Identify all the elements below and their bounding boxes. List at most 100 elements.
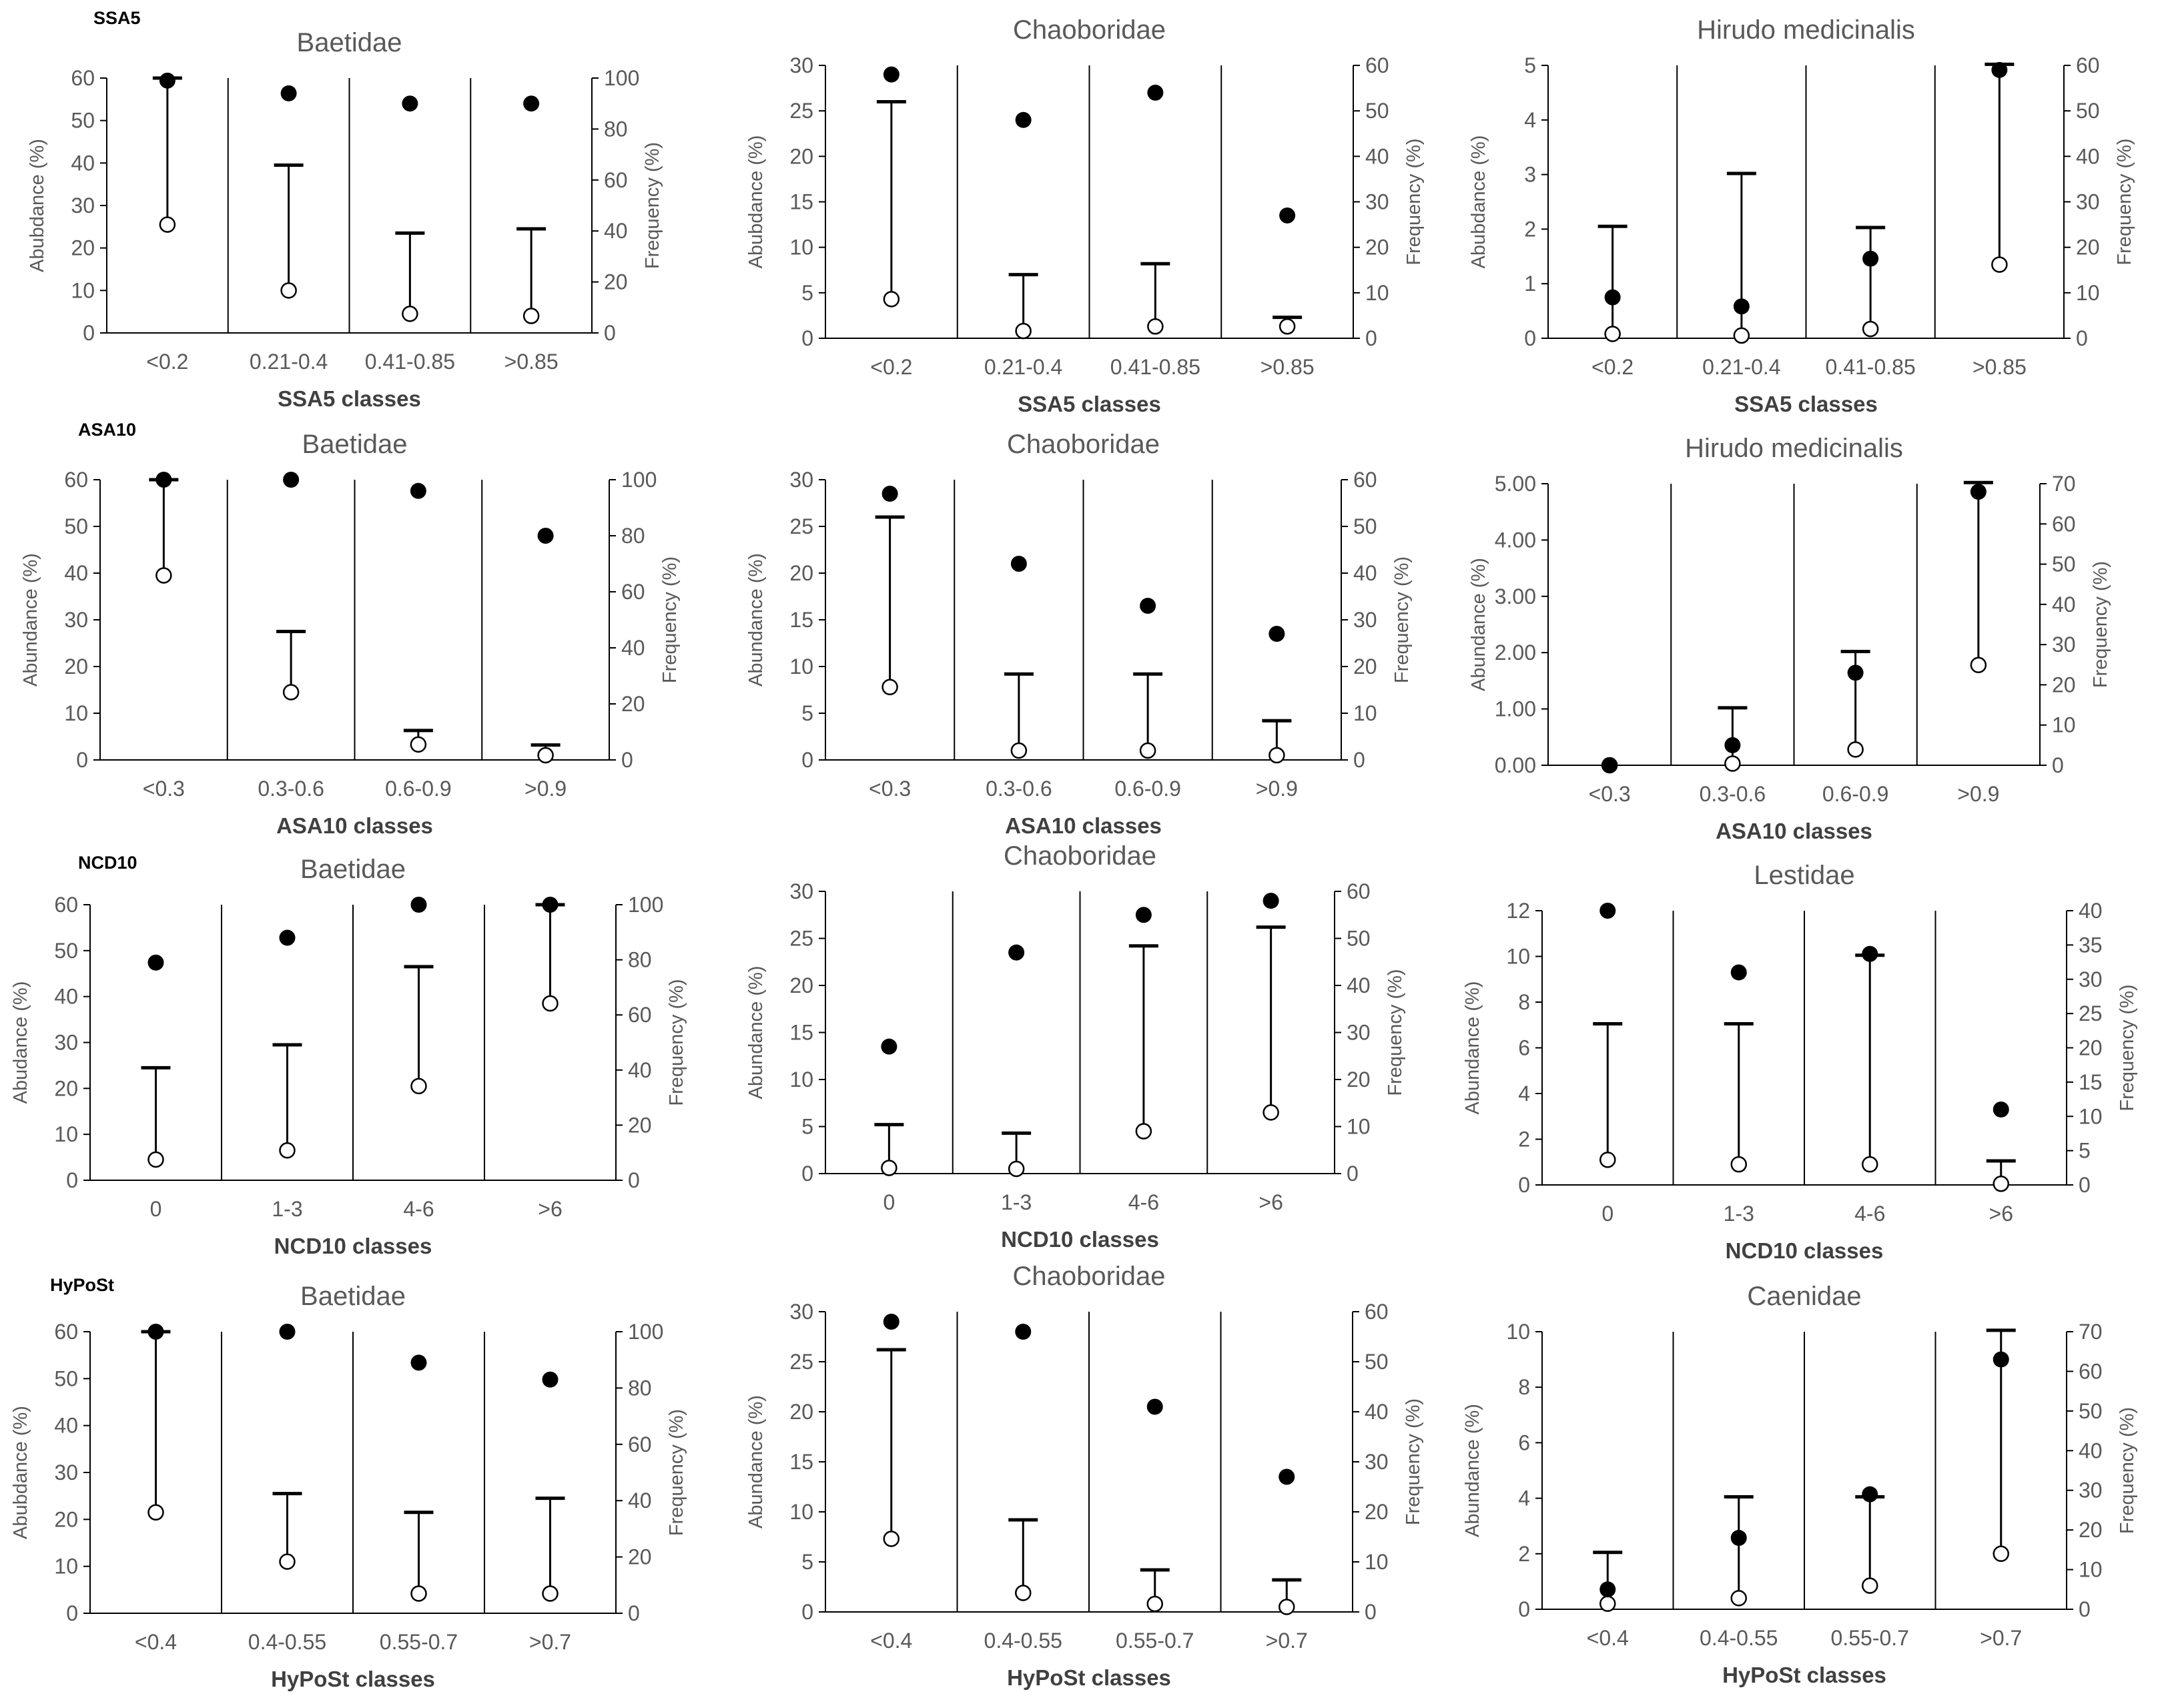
y-tick-label: 5: [801, 1550, 813, 1574]
x-axis-label: SSA5 classes: [278, 386, 421, 411]
x-tick-label: >0.7: [1980, 1626, 2022, 1650]
y2-tick-label: 40: [604, 219, 628, 243]
y2-tick-label: 50: [1353, 514, 1377, 538]
y2-tick-label: 0: [2052, 753, 2064, 777]
y-tick-label: 30: [789, 1300, 813, 1324]
y2-tick-label: 20: [628, 1545, 652, 1569]
y-axis-label: Abundance (%): [745, 966, 767, 1100]
frequency-marker: [1279, 207, 1296, 224]
y2-tick-label: 80: [628, 948, 652, 972]
y2-axis-label: Frequency (%): [666, 1409, 687, 1536]
y-tick-label: 2: [1524, 217, 1536, 241]
chart-title: Baetidae: [297, 28, 402, 57]
frequency-marker: [1146, 1398, 1163, 1415]
y2-tick-label: 10: [1353, 701, 1377, 725]
y-axis-label: Abubdance (%): [745, 135, 767, 269]
y-tick-label: 20: [789, 144, 813, 168]
y2-tick-label: 10: [2079, 1558, 2103, 1582]
y2-tick-label: 15: [2079, 1070, 2103, 1094]
y2-tick-label: 0: [1365, 1600, 1377, 1624]
frequency-marker: [155, 472, 172, 488]
y2-tick-label: 80: [621, 524, 645, 548]
y2-tick-label: 40: [1365, 1400, 1389, 1424]
y2-axis-label: Frequency (%): [1403, 1398, 1424, 1525]
chart-panel-4: Baetidae 0 10 20 30 40 50 60 0 20 40 60 80 100 <0.3 0.3…: [20, 430, 681, 838]
y-tick-label: 25: [789, 514, 813, 538]
frequency-marker: [280, 85, 297, 101]
y2-tick-label: 0: [2079, 1173, 2091, 1197]
y-tick-label: 30: [54, 1460, 78, 1484]
abundance-marker: [402, 306, 418, 322]
y-tick-label: 10: [789, 1068, 813, 1092]
y2-tick-label: 100: [628, 1320, 663, 1344]
y2-tick-label: 50: [1365, 1350, 1389, 1374]
y-tick-label: 10: [1506, 1320, 1530, 1344]
frequency-marker: [523, 95, 540, 112]
y2-tick-label: 30: [1365, 1450, 1389, 1474]
x-axis-label: ASA10 classes: [276, 813, 433, 838]
x-tick-label: >6: [1989, 1202, 2013, 1226]
y-tick-label: 25: [789, 927, 813, 951]
y2-tick-label: 40: [2052, 592, 2076, 616]
x-axis-label: NCD10 classes: [274, 1234, 432, 1258]
y2-axis-label: Frequency (%): [2090, 561, 2111, 688]
frequency-marker: [542, 897, 559, 913]
y2-tick-label: 40: [1365, 144, 1389, 168]
abundance-marker: [1730, 1590, 1747, 1607]
y2-axis-label: Frequency (%): [1403, 138, 1425, 265]
chart-title: Baetidae: [300, 1282, 406, 1311]
y2-tick-label: 60: [2076, 53, 2100, 77]
abundance-marker: [1847, 741, 1864, 758]
y-tick-label: 60: [71, 66, 95, 90]
x-tick-label: <0.2: [146, 350, 188, 374]
y2-tick-label: 30: [1347, 1021, 1371, 1045]
x-tick-label: 0: [883, 1190, 895, 1214]
y2-tick-label: 20: [1365, 236, 1389, 260]
y2-tick-label: 10: [2052, 713, 2076, 737]
y-axis-label: Abundance (%): [745, 1395, 767, 1529]
abundance-marker: [542, 995, 559, 1012]
y-tick-label: 50: [54, 939, 78, 963]
x-axis-label: SSA5 classes: [1734, 392, 1878, 416]
frequency-marker: [883, 1314, 900, 1330]
y2-tick-label: 60: [1365, 53, 1389, 77]
y2-axis-label: Frequency (%): [2117, 984, 2138, 1111]
y-tick-label: 40: [64, 561, 88, 585]
y-tick-label: 5.00: [1495, 472, 1536, 496]
y-tick-label: 60: [54, 1320, 78, 1344]
y-tick-label: 15: [789, 1021, 813, 1045]
frequency-marker: [883, 66, 900, 83]
y2-tick-label: 20: [1347, 1068, 1371, 1092]
y-axis-label: Abundance (%): [1462, 981, 1483, 1115]
x-tick-label: 1-3: [272, 1197, 302, 1221]
y2-axis-label: Frequency (%): [659, 556, 681, 683]
x-tick-label: 0: [150, 1197, 162, 1221]
y2-tick-label: 60: [1353, 468, 1377, 492]
abundance-marker: [1599, 1595, 1616, 1612]
y2-tick-label: 0: [1365, 326, 1377, 350]
abundance-marker: [1146, 1595, 1163, 1613]
x-axis-label: NCD10 classes: [1001, 1227, 1159, 1252]
y-tick-label: 6: [1518, 1430, 1530, 1454]
x-tick-label: >0.85: [1972, 355, 2027, 379]
x-tick-label: 0.6-0.9: [385, 777, 452, 801]
x-tick-label: <0.4: [1587, 1626, 1629, 1650]
y2-tick-label: 100: [628, 893, 663, 917]
y-axis-label: Abundance (%): [1468, 558, 1489, 691]
abundance-marker: [1279, 1599, 1295, 1615]
y-tick-label: 5: [801, 701, 813, 725]
x-tick-label: 4-6: [403, 1197, 434, 1221]
frequency-marker: [1015, 111, 1032, 128]
y2-tick-label: 20: [604, 270, 628, 294]
y2-tick-label: 30: [2076, 190, 2100, 214]
y-tick-label: 30: [789, 879, 813, 903]
y2-tick-label: 0: [621, 748, 633, 772]
abundance-marker: [159, 216, 176, 233]
frequency-marker: [1604, 289, 1621, 306]
x-tick-label: 0.41-0.85: [1826, 355, 1916, 379]
chart-title: Hirudo medicinalis: [1697, 15, 1915, 45]
y2-tick-label: 40: [1347, 973, 1371, 997]
chart-panel-11: Chaoboridae 0 5 10 15 20 25 30 0 10 20 30 40 50 60 <0.4…: [745, 1262, 1424, 1690]
x-axis-label: HyPoSt classes: [1007, 1665, 1171, 1690]
chart-panel-6: Hirudo medicinalis 0.00 1.00 2.00 3.00 4.00 5.…: [1468, 434, 2111, 843]
